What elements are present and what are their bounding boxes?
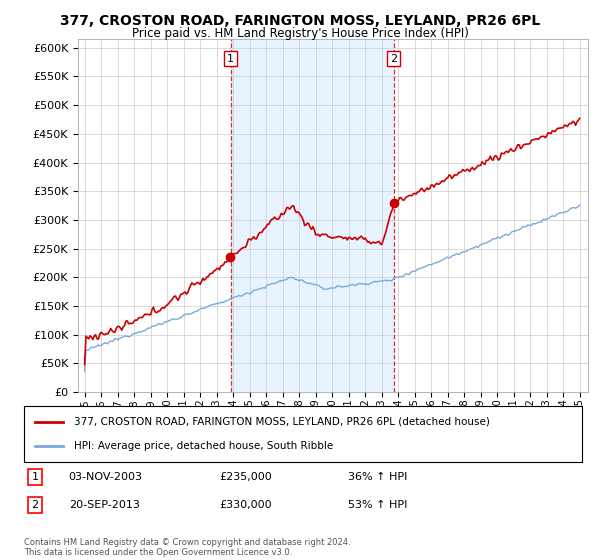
Text: 1: 1 bbox=[32, 472, 38, 482]
Text: Contains HM Land Registry data © Crown copyright and database right 2024.
This d: Contains HM Land Registry data © Crown c… bbox=[24, 538, 350, 557]
Text: Price paid vs. HM Land Registry's House Price Index (HPI): Price paid vs. HM Land Registry's House … bbox=[131, 27, 469, 40]
Text: £330,000: £330,000 bbox=[220, 500, 272, 510]
Text: 2: 2 bbox=[32, 500, 39, 510]
Text: 377, CROSTON ROAD, FARINGTON MOSS, LEYLAND, PR26 6PL (detached house): 377, CROSTON ROAD, FARINGTON MOSS, LEYLA… bbox=[74, 417, 490, 427]
Text: 377, CROSTON ROAD, FARINGTON MOSS, LEYLAND, PR26 6PL: 377, CROSTON ROAD, FARINGTON MOSS, LEYLA… bbox=[60, 14, 540, 28]
Text: 20-SEP-2013: 20-SEP-2013 bbox=[68, 500, 140, 510]
Bar bbox=[230, 39, 394, 392]
Text: 2: 2 bbox=[390, 54, 397, 63]
Text: £235,000: £235,000 bbox=[220, 472, 272, 482]
Text: 1: 1 bbox=[227, 54, 234, 63]
Text: 03-NOV-2003: 03-NOV-2003 bbox=[68, 472, 143, 482]
Text: HPI: Average price, detached house, South Ribble: HPI: Average price, detached house, Sout… bbox=[74, 441, 334, 451]
Text: 36% ↑ HPI: 36% ↑ HPI bbox=[347, 472, 407, 482]
Text: 53% ↑ HPI: 53% ↑ HPI bbox=[347, 500, 407, 510]
